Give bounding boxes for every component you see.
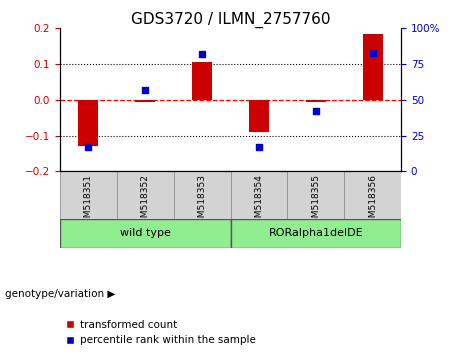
Bar xyxy=(344,171,401,219)
Bar xyxy=(135,100,155,102)
Text: GSM518353: GSM518353 xyxy=(198,174,207,229)
Bar xyxy=(78,100,98,147)
Text: GSM518352: GSM518352 xyxy=(141,174,150,229)
Bar xyxy=(363,34,383,100)
Text: GSM518354: GSM518354 xyxy=(254,174,263,229)
Text: RORalpha1delDE: RORalpha1delDE xyxy=(268,228,363,239)
Point xyxy=(85,144,92,150)
Point xyxy=(312,109,319,114)
Bar xyxy=(249,100,269,132)
Text: wild type: wild type xyxy=(120,228,171,239)
Bar xyxy=(174,171,230,219)
Bar xyxy=(287,171,344,219)
Bar xyxy=(306,100,326,102)
Bar xyxy=(230,219,401,248)
Bar xyxy=(60,171,117,219)
Point xyxy=(142,87,149,93)
Point xyxy=(198,51,206,57)
Point xyxy=(255,144,263,150)
Text: GSM518351: GSM518351 xyxy=(84,174,93,229)
Bar xyxy=(117,171,174,219)
Bar xyxy=(192,62,212,100)
Point xyxy=(369,50,376,56)
Text: genotype/variation ▶: genotype/variation ▶ xyxy=(5,289,115,299)
Bar xyxy=(60,219,230,248)
Bar xyxy=(230,171,287,219)
Text: GSM518355: GSM518355 xyxy=(311,174,320,229)
Title: GDS3720 / ILMN_2757760: GDS3720 / ILMN_2757760 xyxy=(131,12,330,28)
Text: GSM518356: GSM518356 xyxy=(368,174,377,229)
Legend: transformed count, percentile rank within the sample: transformed count, percentile rank withi… xyxy=(65,320,255,345)
